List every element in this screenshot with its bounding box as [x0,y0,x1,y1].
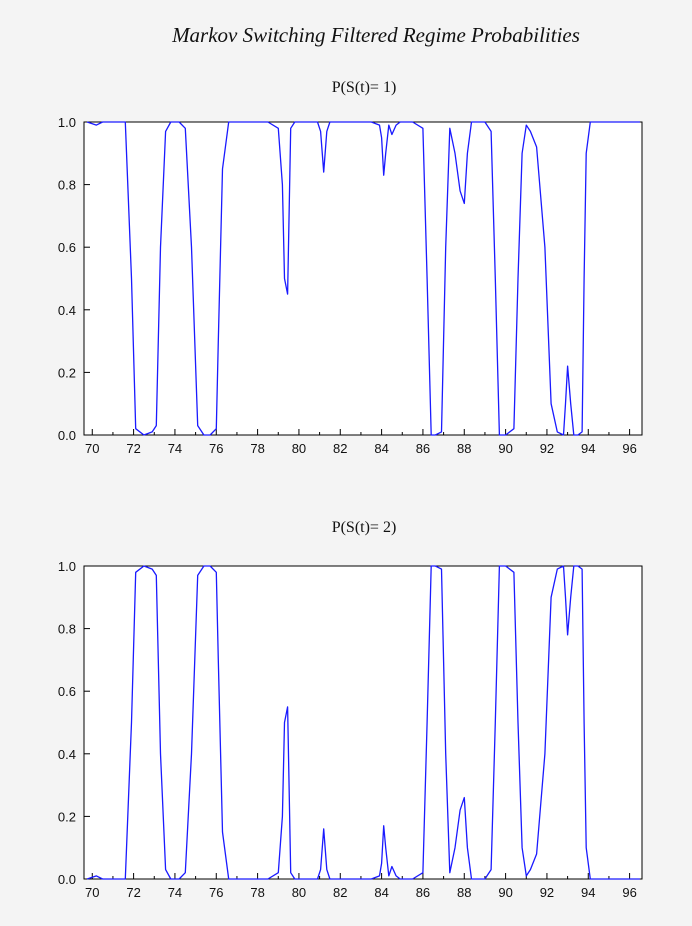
y-tick-label: 0.6 [58,240,76,255]
panel-title: P(S(t)= 1) [332,79,397,96]
x-tick-label: 70 [85,441,99,456]
figure-title: Markov Switching Filtered Regime Probabi… [171,23,580,47]
series-line-regime-2 [86,565,640,880]
series-line-regime-1 [86,121,640,436]
x-tick-label: 86 [416,885,430,900]
x-tick-label: 90 [498,885,512,900]
x-tick-label: 92 [540,441,554,456]
plot-frame [83,121,643,436]
y-tick-label: 0.6 [58,684,76,699]
x-tick-label: 92 [540,885,554,900]
x-tick-label: 78 [250,441,264,456]
x-tick-label: 96 [622,885,636,900]
y-tick-label: 0.2 [58,809,76,824]
y-tick-label: 0.8 [58,622,76,637]
plot-frame [83,565,643,880]
panel-regime-2: P(S(t)= 2) 0.0 0.2 0.4 0.6 0.8 1.0 70 72 74 76 78… [58,519,643,900]
x-tick-label: 72 [126,441,140,456]
y-tick-label: 1.0 [58,115,76,130]
x-tick-label: 80 [292,885,306,900]
y-tick-label: 0.2 [58,365,76,380]
x-tick-label: 76 [209,441,223,456]
y-tick-label: 0.0 [58,872,76,887]
x-tick-label: 70 [85,885,99,900]
y-tick-label: 0.0 [58,428,76,443]
y-tick-label: 0.8 [58,178,76,193]
x-tick-label: 96 [622,441,636,456]
x-tick-label: 82 [333,441,347,456]
x-tick-label: 84 [374,441,388,456]
x-tick-label: 74 [168,441,182,456]
x-tick-label: 90 [498,441,512,456]
x-tick-label: 74 [168,885,182,900]
x-tick-label: 78 [250,885,264,900]
x-tick-label: 80 [292,441,306,456]
y-tick-label: 0.4 [58,747,76,762]
x-tick-label: 88 [457,441,471,456]
y-tick-label: 0.4 [58,303,76,318]
x-tick-label: 76 [209,885,223,900]
x-tick-label: 84 [374,885,388,900]
panel-title: P(S(t)= 2) [332,519,397,536]
x-tick-label: 88 [457,885,471,900]
y-tick-label: 1.0 [58,559,76,574]
panel-regime-1: P(S(t)= 1) 0.0 0.2 0.4 0.6 0.8 1.0 70 72 74 76 78… [58,79,643,456]
x-tick-label: 86 [416,441,430,456]
x-tick-label: 82 [333,885,347,900]
x-tick-label: 94 [581,441,595,456]
x-tick-label: 72 [126,885,140,900]
x-tick-label: 94 [581,885,595,900]
